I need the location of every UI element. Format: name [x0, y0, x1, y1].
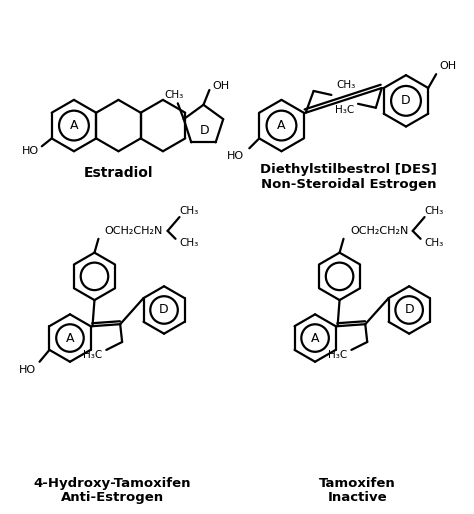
- Text: D: D: [404, 303, 414, 317]
- Text: Diethylstilbestrol [DES]: Diethylstilbestrol [DES]: [260, 162, 437, 176]
- Text: OCH₂CH₂N: OCH₂CH₂N: [350, 226, 408, 236]
- Text: OCH₂CH₂N: OCH₂CH₂N: [105, 226, 163, 236]
- Text: H₃C: H₃C: [83, 350, 102, 360]
- Text: CH₃: CH₃: [337, 80, 356, 90]
- Text: HO: HO: [19, 364, 36, 375]
- Text: CH₃: CH₃: [425, 206, 444, 216]
- Text: OH: OH: [439, 61, 456, 71]
- Text: HO: HO: [21, 146, 38, 156]
- Text: D: D: [159, 303, 169, 317]
- Text: A: A: [70, 119, 78, 132]
- Text: Inactive: Inactive: [328, 491, 387, 504]
- Text: Tamoxifen: Tamoxifen: [319, 477, 395, 490]
- Text: Anti-Estrogen: Anti-Estrogen: [61, 491, 164, 504]
- Text: D: D: [401, 95, 411, 107]
- Text: OH: OH: [213, 81, 230, 91]
- Text: D: D: [200, 124, 210, 137]
- Text: 4-Hydroxy-Tamoxifen: 4-Hydroxy-Tamoxifen: [33, 477, 191, 490]
- Text: CH₃: CH₃: [180, 206, 199, 216]
- Text: CH₃: CH₃: [164, 90, 183, 100]
- Text: CH₃: CH₃: [180, 238, 199, 248]
- Text: H₃C: H₃C: [328, 350, 347, 360]
- Text: A: A: [311, 332, 319, 344]
- Text: A: A: [66, 332, 74, 344]
- Text: H₃C: H₃C: [335, 105, 354, 115]
- Text: Non-Steroidal Estrogen: Non-Steroidal Estrogen: [261, 178, 437, 191]
- Text: CH₃: CH₃: [425, 238, 444, 248]
- Text: Estradiol: Estradiol: [84, 166, 153, 180]
- Text: HO: HO: [227, 151, 244, 161]
- Text: A: A: [277, 119, 286, 132]
